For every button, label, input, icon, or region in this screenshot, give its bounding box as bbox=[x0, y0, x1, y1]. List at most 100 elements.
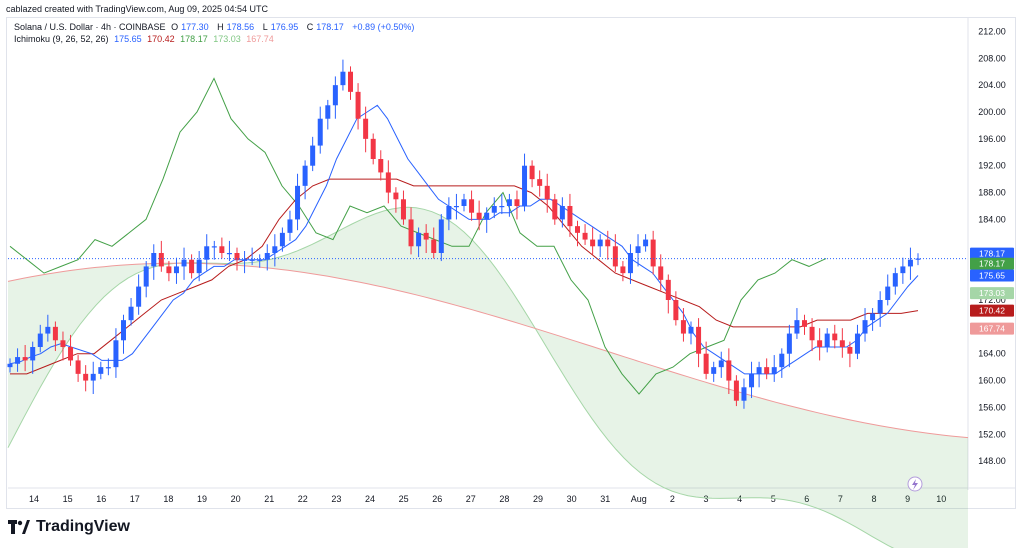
candle-body bbox=[166, 266, 172, 274]
candle-body bbox=[355, 91, 361, 119]
candle-body bbox=[423, 232, 429, 240]
ohlc-change: +0.89 (+0.50%) bbox=[352, 22, 415, 32]
ichimoku-base-line bbox=[10, 178, 919, 375]
lightning-glyph-icon bbox=[912, 479, 918, 490]
candle-body bbox=[295, 185, 301, 220]
candle-body bbox=[892, 273, 898, 287]
candle-body bbox=[453, 206, 459, 208]
candle-body bbox=[847, 347, 853, 354]
candle-body bbox=[121, 320, 126, 341]
candle-body bbox=[181, 259, 187, 267]
candle-body bbox=[597, 239, 603, 247]
candle-body bbox=[862, 320, 868, 334]
tradingview-logo[interactable]: TradingView bbox=[8, 518, 130, 536]
candle-body bbox=[900, 266, 906, 274]
candle-body bbox=[257, 259, 263, 261]
price-tick-label: 208.00 bbox=[978, 53, 1006, 63]
candle-body bbox=[907, 259, 913, 267]
candle-body bbox=[363, 118, 369, 139]
price-tick-label: 200.00 bbox=[978, 107, 1006, 117]
candle-body bbox=[30, 347, 36, 361]
time-tick-label: 29 bbox=[533, 494, 543, 504]
candle-body bbox=[264, 253, 270, 260]
candle-body bbox=[537, 179, 543, 186]
ichimoku-legend: Ichimoku (9, 26, 52, 26) 175.65 170.42 1… bbox=[14, 34, 277, 44]
candle-body bbox=[219, 246, 225, 253]
time-tick-label: 21 bbox=[264, 494, 274, 504]
price-axis-tag bbox=[970, 269, 1014, 282]
candle-body bbox=[189, 259, 195, 274]
time-tick-label: 23 bbox=[331, 494, 341, 504]
price-axis-tag-value: 178.17 bbox=[979, 259, 1005, 269]
candle-body bbox=[226, 253, 232, 255]
candle-body bbox=[688, 326, 694, 334]
candle-body bbox=[204, 246, 210, 260]
candle-body bbox=[749, 373, 755, 388]
candle-body bbox=[151, 253, 157, 267]
ichimoku-base-value: 170.42 bbox=[147, 34, 175, 44]
candle-body bbox=[756, 367, 762, 374]
candle-body bbox=[741, 387, 747, 401]
candle-body bbox=[340, 71, 346, 86]
ichimoku-cloud bbox=[8, 207, 968, 548]
candle-body bbox=[514, 199, 520, 206]
price-axis-tag bbox=[970, 257, 1014, 270]
candle-body bbox=[400, 199, 406, 220]
time-tick-label: 18 bbox=[163, 494, 173, 504]
candle-body bbox=[173, 266, 179, 274]
candle-body bbox=[885, 286, 891, 300]
time-tick-label: 25 bbox=[399, 494, 409, 504]
candle-body bbox=[567, 206, 573, 227]
candle-body bbox=[612, 246, 618, 267]
candle-body bbox=[196, 259, 202, 274]
candle-body bbox=[378, 159, 384, 173]
candle-body bbox=[75, 360, 81, 374]
time-tick-label: 15 bbox=[63, 494, 73, 504]
candle-body bbox=[7, 363, 13, 368]
candle-body bbox=[385, 172, 391, 193]
price-tick-label: 172.00 bbox=[978, 295, 1006, 305]
candle-body bbox=[839, 340, 845, 347]
time-tick-label: 19 bbox=[197, 494, 207, 504]
time-tick-label: Aug bbox=[631, 494, 647, 504]
candle-body bbox=[469, 199, 475, 213]
price-tick-label: 164.00 bbox=[978, 349, 1006, 359]
candle-body bbox=[279, 232, 285, 247]
time-tick-label: 4 bbox=[737, 494, 742, 504]
candle-body bbox=[491, 206, 497, 213]
candle-body bbox=[22, 357, 28, 361]
candle-body bbox=[771, 367, 777, 374]
time-tick-label: 22 bbox=[298, 494, 308, 504]
candle-body bbox=[506, 199, 512, 206]
candle-body bbox=[794, 320, 800, 334]
candle-body bbox=[786, 333, 792, 354]
candle-body bbox=[870, 313, 876, 321]
time-tick-label: 8 bbox=[871, 494, 876, 504]
candle-body bbox=[809, 326, 815, 341]
time-tick-label: 14 bbox=[29, 494, 39, 504]
price-tick-label: 148.00 bbox=[978, 456, 1006, 466]
candle-body bbox=[45, 326, 51, 334]
candle-body bbox=[877, 300, 883, 314]
candle-body bbox=[98, 367, 104, 374]
candle-body bbox=[529, 165, 535, 180]
candle-body bbox=[249, 259, 255, 261]
candle-body bbox=[408, 219, 414, 247]
candle-body bbox=[446, 206, 452, 220]
time-tick-label: 3 bbox=[703, 494, 708, 504]
chart-frame[interactable] bbox=[6, 17, 1016, 509]
time-tick-label: 17 bbox=[130, 494, 140, 504]
ichimoku-lead-span-b bbox=[7, 262, 969, 439]
price-axis-tag bbox=[970, 304, 1014, 317]
symbol-legend: Solana / U.S. Dollar · 4h · COINBASE O 17… bbox=[14, 22, 417, 32]
candle-body bbox=[325, 105, 331, 119]
candle-body bbox=[703, 353, 709, 374]
candle-body bbox=[582, 232, 588, 240]
candle-body bbox=[37, 333, 43, 347]
candle-body bbox=[83, 373, 89, 381]
candle-body bbox=[310, 145, 316, 166]
candle-body bbox=[158, 253, 164, 267]
candle-body bbox=[605, 239, 611, 247]
time-tick-label: 30 bbox=[567, 494, 577, 504]
